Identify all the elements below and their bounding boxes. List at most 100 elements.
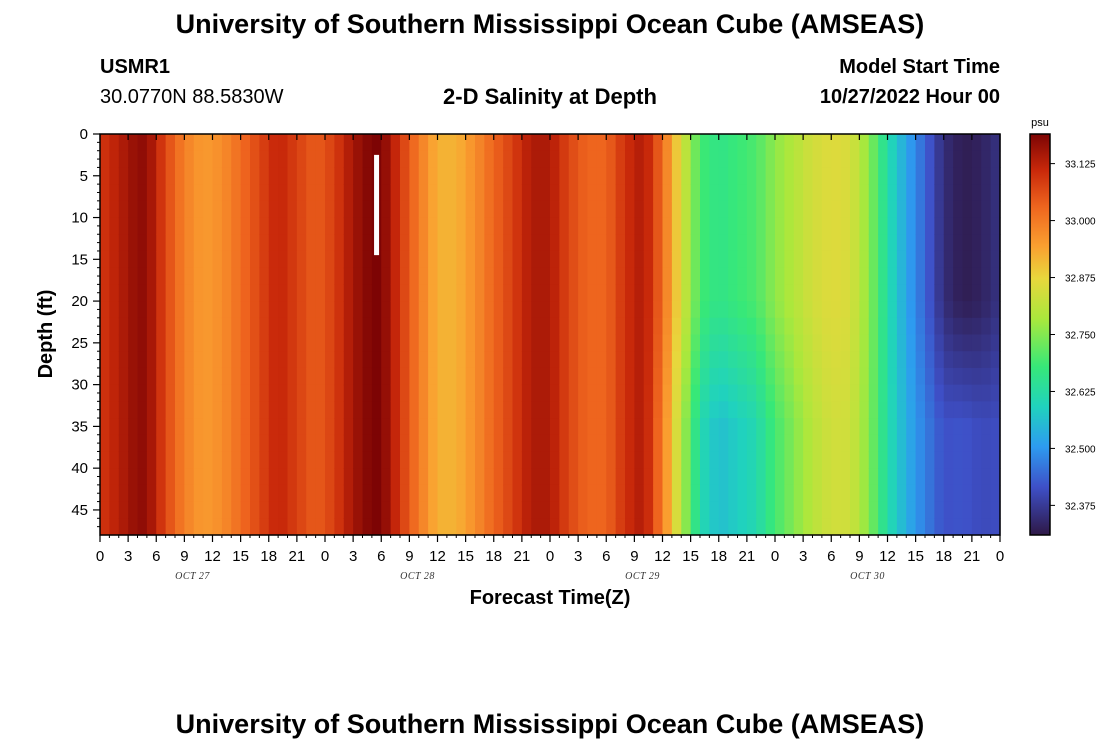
heatmap-cell (559, 334, 570, 352)
heatmap-cell (193, 234, 204, 252)
heatmap-cell (343, 334, 354, 352)
heatmap-cell (606, 284, 617, 302)
heatmap-cell (550, 518, 560, 536)
heatmap-cell (259, 134, 270, 152)
heatmap-cell (887, 200, 898, 219)
heatmap-cell (175, 367, 185, 386)
heatmap-cell (175, 451, 185, 469)
heatmap-cell (775, 150, 785, 169)
heatmap-cell (793, 518, 804, 536)
heatmap-cell (521, 234, 532, 252)
heatmap-cell (953, 501, 964, 519)
heatmap-cell (221, 134, 232, 152)
heatmap-cell (718, 434, 729, 453)
heatmap-cell (915, 284, 926, 302)
heatmap-cell (428, 418, 439, 436)
heatmap-cell (531, 134, 542, 152)
heatmap-cell (943, 334, 954, 352)
heatmap-cell (325, 301, 335, 319)
heatmap-cell (456, 501, 467, 519)
heatmap-cell (943, 484, 954, 503)
heatmap-cell (118, 134, 129, 152)
heatmap-cell (240, 301, 251, 319)
heatmap-cell (934, 501, 945, 519)
heatmap-cell (118, 284, 129, 302)
heatmap-cell (531, 234, 542, 252)
heatmap-cell (803, 234, 814, 252)
heatmap-cell (765, 518, 776, 536)
heatmap-cell (953, 384, 964, 402)
heatmap-cell (756, 134, 767, 152)
heatmap-cell (746, 468, 757, 486)
heatmap-cell (662, 250, 673, 269)
heatmap-cell (568, 351, 579, 369)
heatmap-cell (287, 284, 298, 302)
x-tick-label: 9 (180, 548, 188, 565)
heatmap-cell (212, 451, 223, 469)
heatmap-cell (362, 301, 373, 319)
heatmap-cell (353, 167, 364, 185)
heatmap-cell (812, 484, 823, 503)
heatmap-cell (287, 200, 298, 219)
heatmap-cell (765, 200, 776, 219)
heatmap-cell (953, 484, 964, 503)
heatmap-cell (400, 451, 410, 469)
heatmap-cell (212, 401, 223, 419)
heatmap-cell (615, 434, 626, 453)
heatmap-cell (212, 184, 223, 202)
heatmap-cell (728, 367, 739, 386)
heatmap-cell (278, 250, 289, 269)
heatmap-cell (821, 250, 832, 269)
heatmap-cell (709, 401, 720, 419)
heatmap-cell (981, 284, 992, 302)
heatmap-cell (212, 351, 223, 369)
x-tick-label: 9 (405, 548, 413, 565)
y-tick-label: 0 (80, 126, 88, 143)
heatmap-cell (465, 334, 476, 352)
heatmap-cell (428, 501, 439, 519)
heatmap-cell (878, 284, 889, 302)
heatmap-cell (156, 468, 167, 486)
heatmap-cell (728, 468, 739, 486)
heatmap-cell (362, 134, 373, 152)
heatmap-cell (925, 367, 935, 386)
x-tick-label: 15 (907, 548, 924, 565)
heatmap-cell (587, 468, 598, 486)
heatmap-cell (278, 301, 289, 319)
heatmap-cell (409, 267, 420, 285)
heatmap-cell (596, 401, 607, 419)
heatmap-cell (578, 317, 589, 336)
heatmap-cell (859, 167, 870, 185)
heatmap-cell (681, 301, 692, 319)
heatmap-cell (690, 401, 701, 419)
heatmap-cell (906, 501, 917, 519)
heatmap-cell (531, 501, 542, 519)
heatmap-cell (596, 484, 607, 503)
heatmap-cell (850, 267, 860, 285)
heatmap-cell (671, 301, 682, 319)
heatmap-cell (981, 351, 992, 369)
heatmap-cell (850, 250, 860, 269)
heatmap-cell (315, 217, 326, 235)
heatmap-cell (662, 484, 673, 503)
heatmap-cell (165, 150, 176, 169)
heatmap-cell (512, 468, 523, 486)
heatmap-cell (578, 334, 589, 352)
heatmap-cell (756, 468, 767, 486)
heatmap-cell (728, 501, 739, 519)
heatmap-cell (175, 401, 185, 419)
heatmap-cell (315, 451, 326, 469)
heatmap-cell (962, 401, 973, 419)
heatmap-cell (850, 501, 860, 519)
heatmap-cell (990, 267, 1001, 285)
heatmap-cell (221, 518, 232, 536)
heatmap-cell (737, 167, 748, 185)
heatmap-cell (240, 484, 251, 503)
heatmap-cell (934, 250, 945, 269)
heatmap-cell (418, 351, 429, 369)
heatmap-cell (962, 234, 973, 252)
heatmap-cell (212, 384, 223, 402)
heatmap-cell (850, 451, 860, 469)
heatmap-cell (625, 250, 635, 269)
x-axis-title: Forecast Time(Z) (470, 587, 631, 609)
